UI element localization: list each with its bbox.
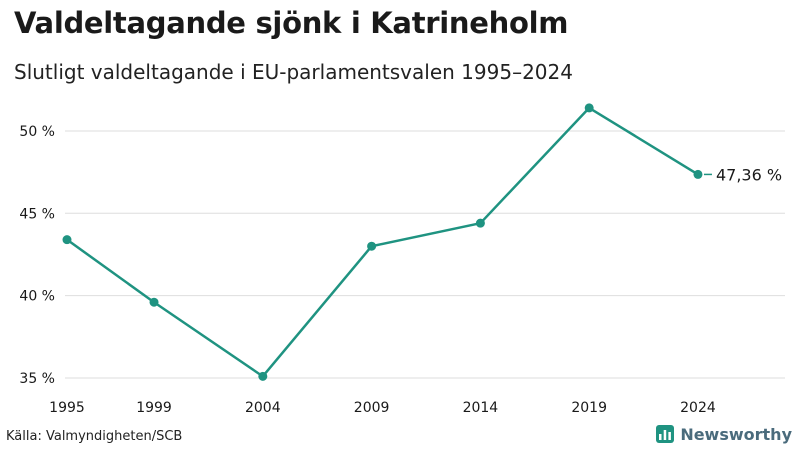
y-tick-label: 50 %	[19, 124, 55, 140]
data-point	[62, 235, 72, 245]
x-tick-label: 1999	[136, 400, 172, 416]
data-point	[149, 297, 159, 307]
brand-name: Newsworthy	[680, 424, 792, 444]
y-tick-label: 35 %	[19, 371, 55, 387]
data-point	[367, 241, 377, 251]
data-point	[584, 103, 594, 113]
chart-subtitle: Slutligt valdeltagande i EU-parlamentsva…	[14, 60, 573, 84]
y-tick-label: 45 %	[19, 206, 55, 222]
x-tick-label: 2024	[680, 400, 716, 416]
data-point	[693, 169, 703, 179]
x-tick-label: 2009	[354, 400, 390, 416]
x-tick-label: 2004	[245, 400, 281, 416]
data-point	[475, 218, 485, 228]
y-tick-label: 40 %	[19, 289, 55, 305]
x-tick-label: 2014	[463, 400, 499, 416]
series-line	[66, 106, 699, 378]
bar-chart-icon	[656, 425, 675, 443]
x-tick-label: 1995	[49, 400, 85, 416]
chart-title: Valdeltagande sjönk i Katrineholm	[14, 6, 569, 40]
end-value-label: 47,36 %	[716, 165, 782, 184]
source-note: Källa: Valmyndigheten/SCB	[6, 429, 183, 444]
x-tick-label: 2019	[571, 400, 607, 416]
brand-logo: Newsworthy	[655, 424, 792, 444]
data-point	[258, 371, 268, 381]
